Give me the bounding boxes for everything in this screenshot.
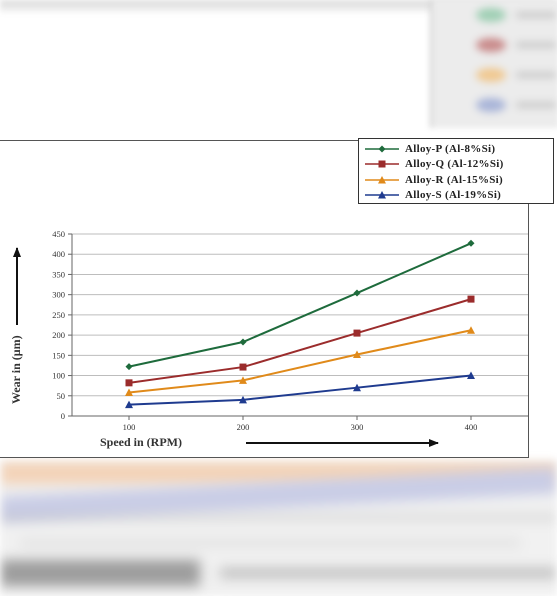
legend-label-alloy-r: Alloy-R (Al-15%Si) xyxy=(405,173,503,186)
axes: 0 50 100 150 200 250 300 350 400 450 100 200 300 400 xyxy=(52,229,528,432)
y-tick-label: 400 xyxy=(52,249,65,259)
legend-item-alloy-q: Alloy-Q (Al-12%Si) xyxy=(363,157,553,173)
ghost-marker xyxy=(476,38,506,52)
y-axis-label: Wear in (μm) xyxy=(9,335,23,404)
legend-swatch-alloy-q xyxy=(365,160,399,168)
data-point-alloy-r xyxy=(467,326,475,334)
ghost-marker xyxy=(476,68,506,82)
legend-swatch-alloy-r xyxy=(365,175,399,184)
background-legend-ghost xyxy=(430,0,557,128)
series xyxy=(125,239,475,409)
ghost-arrow xyxy=(220,568,557,578)
y-tick-label: 100 xyxy=(52,371,65,381)
data-point-alloy-s xyxy=(239,395,247,404)
legend-label-alloy-s: Alloy-S (Al-19%Si) xyxy=(405,189,502,202)
data-point-alloy-q xyxy=(353,329,361,337)
series-line-alloy-r xyxy=(128,329,472,394)
ghost-text xyxy=(516,102,556,108)
y-tick-label: 350 xyxy=(52,269,65,279)
x-tick-label: 200 xyxy=(237,422,250,432)
data-point-alloy-p xyxy=(239,338,247,346)
ghost-xlabel xyxy=(0,560,200,586)
legend-label-alloy-q: Alloy-Q (Al-12%Si) xyxy=(405,158,504,171)
y-tick-label: 250 xyxy=(52,310,65,320)
data-point-alloy-q xyxy=(467,295,475,303)
legend-item-alloy-r: Alloy-R (Al-15%Si) xyxy=(363,172,553,188)
y-tick-label: 300 xyxy=(52,290,65,300)
grid xyxy=(72,233,528,417)
x-tick-label: 300 xyxy=(351,422,364,432)
data-point-alloy-p xyxy=(467,239,475,247)
x-tick-label: 100 xyxy=(123,422,136,432)
series-line-alloy-s xyxy=(128,374,472,406)
legend-item-alloy-p: Alloy-P (Al-8%Si) xyxy=(363,141,553,157)
ghost-marker xyxy=(476,8,506,22)
data-point-alloy-s xyxy=(125,400,133,409)
ghost-axis xyxy=(0,516,557,519)
data-point-alloy-r xyxy=(353,350,361,359)
data-point-alloy-p xyxy=(125,363,133,371)
series-line-alloy-q xyxy=(128,298,472,384)
ghost-marker xyxy=(476,98,506,112)
background-top-strip xyxy=(0,0,557,12)
ghost-text xyxy=(516,12,556,18)
data-point-alloy-r xyxy=(125,388,133,397)
y-tick-label: 450 xyxy=(52,229,65,239)
data-point-alloy-p xyxy=(353,289,361,297)
data-point-alloy-q xyxy=(125,379,133,387)
y-tick-label: 50 xyxy=(57,391,66,401)
data-point-alloy-s xyxy=(467,371,475,380)
y-tick-label: 0 xyxy=(61,411,65,421)
legend: Alloy-P (Al-8%Si) Alloy-Q (Al-12%Si) All… xyxy=(358,138,554,204)
background-bottom-blur xyxy=(0,460,557,596)
legend-swatch-alloy-p xyxy=(365,145,399,153)
data-point-alloy-r xyxy=(239,376,247,384)
x-tick-label: 400 xyxy=(465,422,478,432)
data-point-alloy-s xyxy=(353,383,361,392)
ghost-text xyxy=(516,42,556,48)
x-axis-label: Speed in (RPM) xyxy=(100,435,182,449)
legend-label-alloy-p: Alloy-P (Al-8%Si) xyxy=(405,142,496,155)
ghost-ticks xyxy=(20,540,520,546)
y-tick-label: 200 xyxy=(52,330,65,340)
legend-swatch-alloy-s xyxy=(365,191,399,199)
data-point-alloy-q xyxy=(239,363,247,371)
legend-item-alloy-s: Alloy-S (Al-19%Si) xyxy=(363,188,553,204)
series-line-alloy-p xyxy=(128,242,472,368)
y-tick-label: 150 xyxy=(52,350,65,360)
ghost-text xyxy=(516,72,556,78)
